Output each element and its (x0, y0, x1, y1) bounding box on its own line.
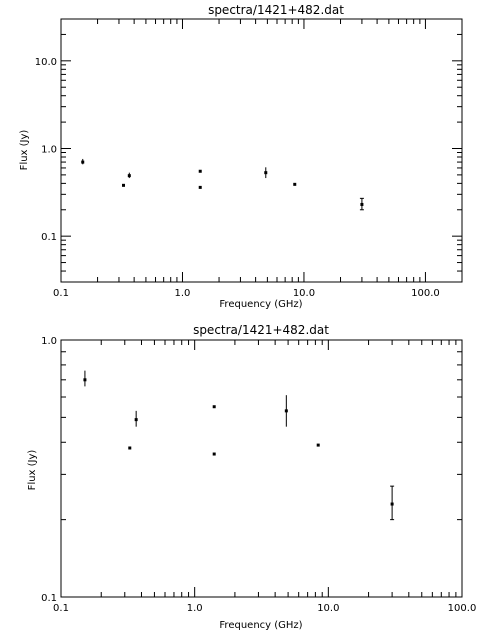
data-point (212, 405, 216, 409)
top-y-axis-ticks: 0.1 1.0 10.0 (35, 18, 462, 283)
data-point (198, 169, 202, 173)
point-marker (390, 502, 394, 506)
x-tick-label: 100.0 (411, 288, 440, 299)
top-plot-title: spectra/1421+482.dat (208, 3, 344, 17)
data-point (390, 485, 395, 521)
data-point (212, 452, 216, 456)
top-y-axis-label: Flux (Jy) (19, 130, 30, 171)
data-point (83, 370, 87, 387)
x-tick-label: 0.1 (53, 288, 69, 299)
bottom-x-axis-ticks: 0.1 1.0 10.0 100.0 (53, 340, 476, 614)
point-marker (316, 443, 320, 447)
point-marker (122, 183, 126, 187)
data-point (128, 446, 132, 450)
x-tick-label: 1.0 (187, 603, 203, 614)
y-tick-label: 0.1 (41, 232, 57, 243)
y-tick-label: 10.0 (35, 57, 57, 68)
point-marker (264, 171, 268, 175)
point-marker (198, 169, 202, 173)
bottom-plot-title: spectra/1421+482.dat (193, 323, 329, 337)
point-marker (128, 446, 132, 450)
point-marker (284, 409, 288, 413)
top-plot-panel: spectra/1421+482.dat 0.1 1.0 10.0 100.0 0.1… (19, 3, 463, 310)
y-tick-label: 0.1 (41, 593, 57, 604)
bottom-plot-frame (60, 339, 463, 598)
top-x-axis-label: Frequency (GHz) (219, 299, 302, 310)
data-point (134, 410, 138, 427)
x-tick-label: 0.1 (53, 603, 69, 614)
bottom-x-axis-label: Frequency (GHz) (219, 620, 302, 631)
data-point (316, 443, 320, 447)
data-point (127, 172, 131, 179)
point-marker (83, 378, 87, 382)
data-point (81, 158, 85, 165)
point-marker (212, 452, 216, 456)
data-point (359, 197, 364, 211)
data-point (284, 395, 288, 427)
x-tick-label: 1.0 (175, 288, 191, 299)
top-data-points (81, 158, 364, 211)
bottom-y-axis-ticks: 0.1 1.0 (41, 336, 462, 604)
point-marker (81, 160, 85, 164)
point-marker (127, 174, 131, 178)
y-tick-label: 1.0 (41, 336, 57, 347)
data-point (198, 185, 202, 189)
bottom-data-points (83, 370, 395, 521)
point-marker (360, 202, 364, 206)
x-tick-label: 10.0 (317, 603, 339, 614)
y-tick-label: 1.0 (41, 144, 57, 155)
data-point (264, 167, 268, 179)
x-tick-label: 100.0 (448, 603, 477, 614)
top-plot-frame (60, 18, 463, 283)
point-marker (198, 185, 202, 189)
point-marker (134, 418, 138, 422)
data-point (293, 182, 297, 186)
point-marker (212, 405, 216, 409)
data-point (122, 183, 126, 187)
x-tick-label: 10.0 (293, 288, 315, 299)
bottom-plot-panel: spectra/1421+482.dat 0.1 1.0 10.0 100.0 0.1… (27, 323, 476, 631)
bottom-y-axis-label: Flux (Jy) (27, 450, 38, 491)
top-x-axis-ticks: 0.1 1.0 10.0 100.0 (53, 19, 463, 299)
point-marker (293, 182, 297, 186)
